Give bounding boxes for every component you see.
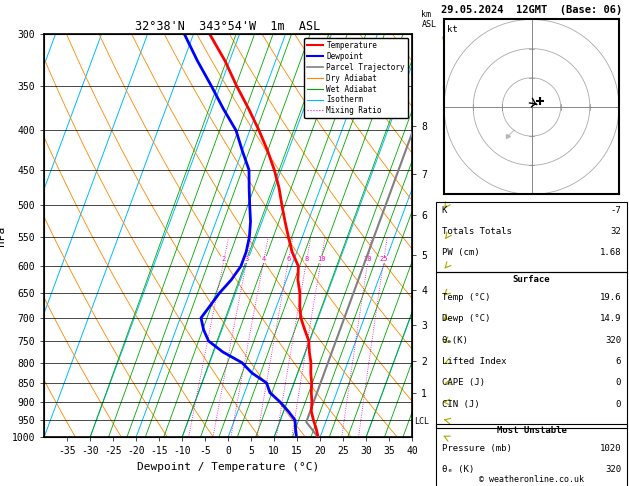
Bar [436,423,627,486]
Text: 320: 320 [605,335,621,345]
Text: Totals Totals: Totals Totals [442,227,511,236]
Text: Temp (°C): Temp (°C) [442,293,490,302]
Text: 25: 25 [380,257,388,262]
Text: 20: 20 [364,257,372,262]
Text: Lifted Index: Lifted Index [442,357,506,366]
Title: 32°38'N  343°54'W  1m  ASL: 32°38'N 343°54'W 1m ASL [135,20,321,33]
Text: 19.6: 19.6 [599,293,621,302]
Text: 32: 32 [611,227,621,236]
Text: kt: kt [447,25,458,35]
Legend: Temperature, Dewpoint, Parcel Trajectory, Dry Adiabat, Wet Adiabat, Isotherm, Mi: Temperature, Dewpoint, Parcel Trajectory… [304,38,408,119]
Text: km
ASL: km ASL [421,10,437,29]
Text: 29.05.2024  12GMT  (Base: 06): 29.05.2024 12GMT (Base: 06) [441,5,622,15]
Text: Dewp (°C): Dewp (°C) [442,314,490,323]
Bar [436,202,627,272]
Text: θₑ(K): θₑ(K) [442,335,469,345]
Text: 0: 0 [616,378,621,387]
Text: 8: 8 [304,257,309,262]
Text: 2: 2 [222,257,226,262]
Bar [436,272,627,428]
Y-axis label: hPa: hPa [0,226,6,246]
Text: 14.9: 14.9 [599,314,621,323]
Text: CIN (J): CIN (J) [442,399,479,409]
Text: -7: -7 [611,206,621,215]
Text: Surface: Surface [513,275,550,284]
Text: 4: 4 [262,257,266,262]
Text: 10: 10 [317,257,325,262]
Text: Most Unstable: Most Unstable [496,426,567,435]
Text: © weatheronline.co.uk: © weatheronline.co.uk [479,474,584,484]
Text: θₑ (K): θₑ (K) [442,466,474,474]
Text: K: K [442,206,447,215]
Text: CAPE (J): CAPE (J) [442,378,485,387]
Text: 320: 320 [605,466,621,474]
Text: Pressure (mb): Pressure (mb) [442,444,511,453]
Text: PW (cm): PW (cm) [442,248,479,258]
X-axis label: Dewpoint / Temperature (°C): Dewpoint / Temperature (°C) [137,462,319,472]
Text: 0: 0 [616,399,621,409]
Text: 1020: 1020 [599,444,621,453]
Text: LCL: LCL [415,417,430,427]
Text: 1.68: 1.68 [599,248,621,258]
Text: 6: 6 [616,357,621,366]
Text: 3: 3 [245,257,249,262]
Text: 6: 6 [287,257,291,262]
